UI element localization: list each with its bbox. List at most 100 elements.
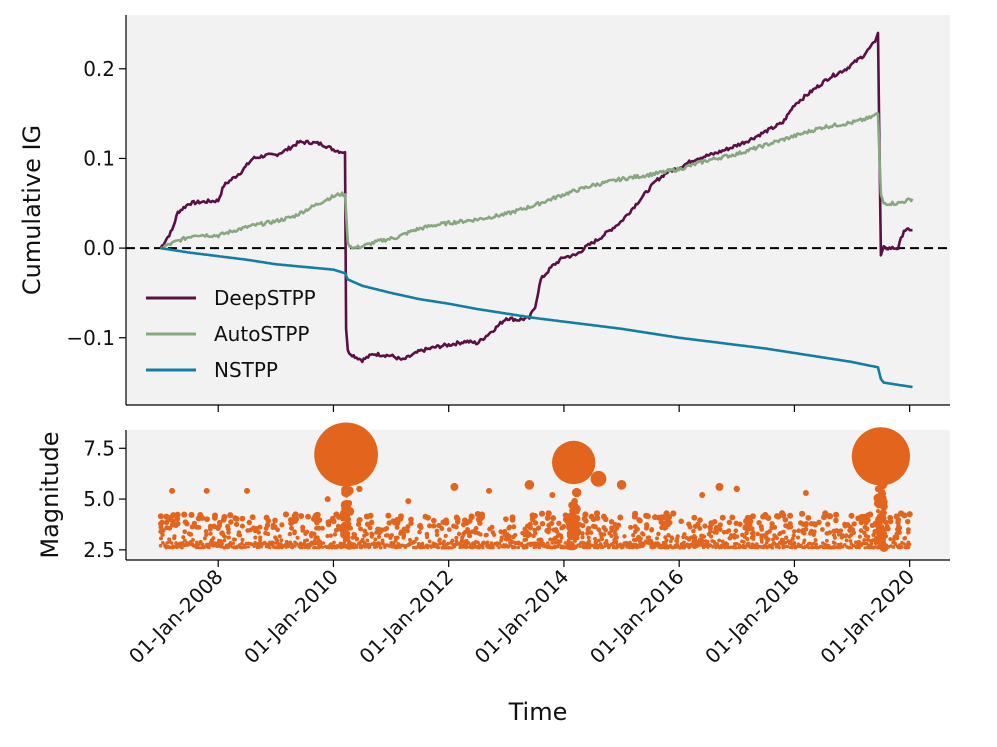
event-point (561, 544, 565, 549)
event-point (401, 533, 407, 539)
event-point (208, 531, 213, 536)
event-point (678, 546, 682, 550)
event-point (553, 540, 558, 545)
aftershock-point (572, 487, 582, 498)
large-event-point (715, 482, 724, 491)
event-point (358, 526, 363, 532)
event-point (531, 512, 538, 519)
event-point (271, 541, 275, 545)
event-point (549, 520, 555, 526)
event-point (836, 529, 842, 535)
event-point (833, 511, 840, 518)
event-point (656, 531, 661, 537)
event-point (462, 529, 468, 535)
event-point (831, 528, 837, 534)
event-point (612, 529, 617, 535)
event-point (434, 532, 440, 537)
event-point (519, 541, 524, 546)
event-point (211, 536, 216, 541)
event-point (279, 522, 285, 528)
event-point (717, 545, 722, 550)
aftershock-point (878, 524, 885, 530)
event-point (163, 519, 170, 526)
event-point (785, 544, 790, 549)
event-point (559, 525, 565, 531)
event-point (693, 538, 698, 543)
event-point (869, 542, 873, 546)
event-point (628, 524, 634, 530)
event-point (714, 530, 719, 535)
event-point (227, 545, 231, 549)
event-point (631, 513, 638, 520)
event-point (726, 519, 733, 526)
event-point (730, 545, 735, 549)
aftershock-point (573, 504, 578, 509)
event-point (356, 541, 361, 546)
event-point (805, 514, 812, 521)
event-point (532, 545, 536, 550)
event-point (874, 541, 878, 546)
event-point (898, 546, 903, 550)
event-point (282, 511, 290, 518)
event-point (376, 534, 382, 539)
top-y-tick-label: 0.2 (83, 57, 115, 81)
event-point (460, 535, 465, 540)
event-point (892, 535, 897, 541)
large-event-point (699, 492, 706, 498)
x-tick-label: 01-Jan-2020 (815, 565, 919, 669)
event-point (723, 546, 727, 550)
aftershock-point (341, 485, 349, 494)
x-tick-label: 01-Jan-2010 (239, 565, 343, 669)
event-point (524, 529, 530, 534)
event-point (791, 529, 797, 534)
aftershock-point (342, 533, 351, 542)
event-point (778, 530, 783, 536)
event-point (197, 546, 201, 550)
bottom-panel: 2.55.07.5 01-Jan-2008 01-Jan-2010 01-Jan-2… (36, 422, 950, 726)
event-point (814, 542, 818, 546)
event-point (450, 546, 454, 550)
event-point (312, 538, 317, 543)
event-point (714, 545, 718, 550)
event-point (182, 529, 188, 535)
event-point (585, 531, 590, 536)
event-point (312, 531, 317, 537)
event-point (388, 535, 393, 541)
event-point (778, 510, 786, 517)
event-point (590, 516, 597, 523)
event-point (764, 530, 770, 536)
event-point (700, 538, 705, 543)
aftershock-point (570, 501, 575, 507)
event-point (717, 522, 723, 528)
event-point (491, 532, 497, 537)
event-point (314, 525, 320, 531)
legend: DeepSTPP AutoSTPP NSTPP (146, 286, 316, 382)
x-tick-label: 01-Jan-2018 (700, 565, 804, 669)
event-point (756, 519, 762, 526)
event-point (865, 537, 870, 542)
event-point (313, 535, 318, 540)
event-point (551, 537, 556, 542)
event-point (256, 530, 261, 535)
event-point (649, 526, 655, 532)
event-point (473, 526, 479, 531)
event-point (888, 537, 893, 542)
event-point (796, 528, 802, 534)
event-point (220, 517, 227, 523)
event-point (277, 534, 282, 539)
event-point (373, 537, 378, 542)
event-point (443, 520, 450, 526)
event-point (682, 532, 687, 537)
event-point (191, 537, 195, 542)
bottom-y-tick-label: 5.0 (83, 487, 115, 511)
event-point (594, 540, 599, 544)
event-point (898, 543, 902, 547)
event-point (548, 545, 552, 550)
event-point (497, 546, 501, 550)
event-point (905, 527, 911, 533)
event-point (365, 538, 370, 543)
event-point (227, 512, 234, 519)
event-point (305, 513, 312, 520)
event-point (239, 523, 245, 529)
event-point (858, 519, 865, 526)
